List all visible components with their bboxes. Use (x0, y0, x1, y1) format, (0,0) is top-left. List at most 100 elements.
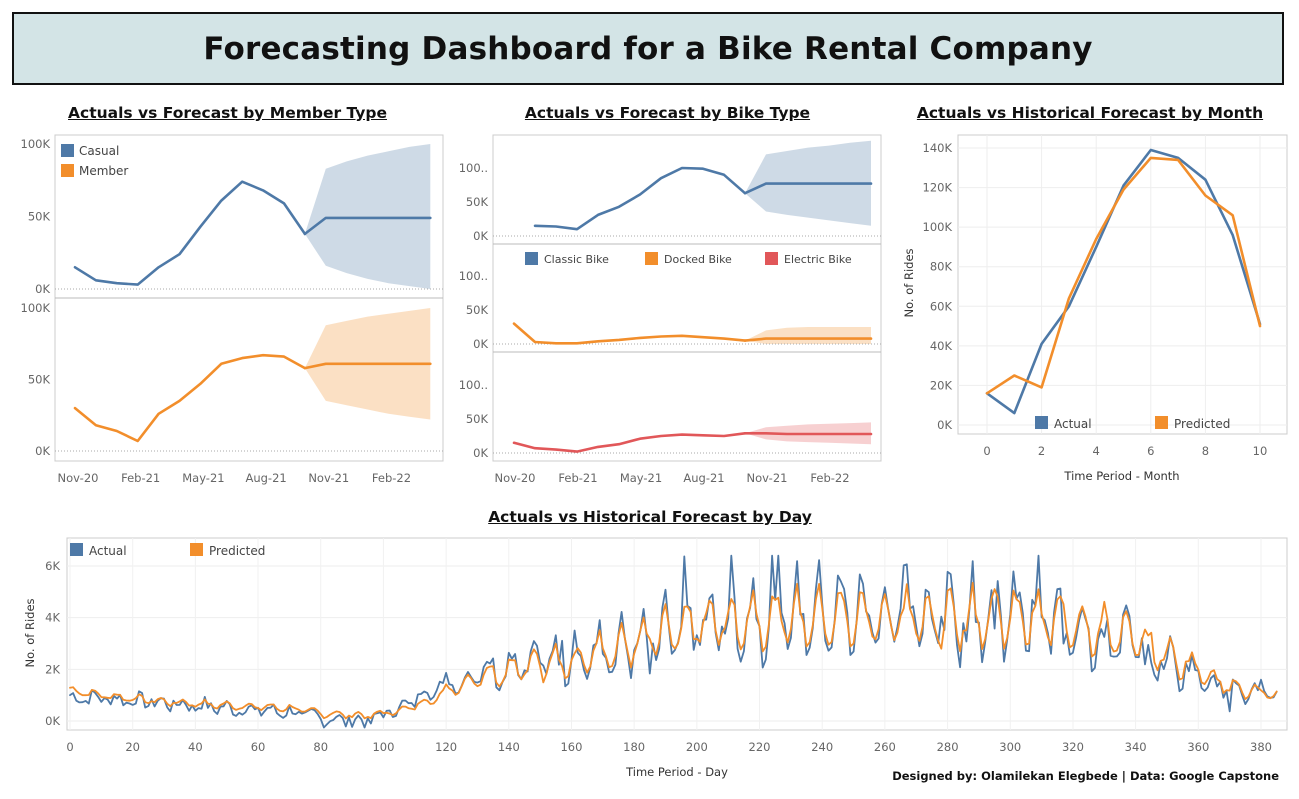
day-x-tick-label: 60 (251, 740, 266, 754)
month-actual-line (985, 148, 1262, 415)
day-x-tick-label: 240 (811, 740, 833, 754)
month-y-tick-label: 40K (930, 339, 953, 353)
bike-legend-label: Classic Bike (544, 253, 609, 266)
member-member-y-tick-label: 0K (35, 444, 50, 458)
member-casual-actual-line (73, 180, 307, 286)
bike-x-tick-label: Nov-21 (747, 471, 788, 485)
month-x-tick-label: 4 (1093, 444, 1100, 458)
day-x-tick-label: 120 (435, 740, 457, 754)
month-x-tick-label: 6 (1147, 444, 1154, 458)
day-x-tick-label: 340 (1125, 740, 1147, 754)
day-x-tick-label: 140 (498, 740, 520, 754)
bike-docked-forecast-line (743, 337, 873, 342)
day-x-tick-label: 100 (372, 740, 394, 754)
day-x-tick-label: 260 (874, 740, 896, 754)
member-x-tick-label: Nov-20 (58, 471, 99, 485)
month-legend-label: Predicted (1174, 417, 1230, 431)
bike-electric-y-tick-label: 50K (466, 412, 489, 426)
month-chart-frame (957, 134, 1288, 435)
day-x-tick-label: 360 (1187, 740, 1209, 754)
month-legend-swatch (1035, 416, 1048, 429)
month-x-tick-label: 0 (983, 444, 990, 458)
bike-x-tick-label: Aug-21 (683, 471, 724, 485)
bike-electric-y-tick-label: 0K (473, 446, 488, 460)
day-x-tick-label: 220 (749, 740, 771, 754)
bike-classic-y-tick-label: 50K (466, 195, 489, 209)
member-legend-swatch (61, 164, 74, 177)
day-x-tick-label: 320 (1062, 740, 1084, 754)
member-member-actual-line (73, 353, 307, 443)
bike-x-tick-label: Feb-22 (810, 471, 849, 485)
member-x-tick-label: May-21 (182, 471, 224, 485)
bike-classic-forecast-line (743, 182, 873, 195)
day-x-tick-label: 0 (66, 740, 73, 754)
day-x-tick-label: 160 (560, 740, 582, 754)
bike-docked-actual-line (512, 322, 747, 345)
day-y-tick-label: 0K (45, 714, 60, 728)
bike-chart-title: Actuals vs Forecast by Bike Type (524, 104, 811, 122)
member-chart-title: Actuals vs Forecast by Member Type (68, 104, 387, 122)
day-chart-frame (66, 537, 1288, 731)
bike-legend-swatch (765, 252, 778, 265)
day-actual-line (69, 554, 1278, 729)
bike-docked-y-tick-label: 0K (473, 337, 488, 351)
month-predicted-line (985, 156, 1262, 395)
dashboard-header: Forecasting Dashboard for a Bike Rental … (12, 12, 1284, 85)
day-y-tick-label: 2K (45, 662, 60, 676)
member-x-tick-label: Feb-22 (372, 471, 411, 485)
day-legend-swatch (70, 543, 83, 556)
day-x-tick-label: 380 (1250, 740, 1272, 754)
day-x-tick-label: 180 (623, 740, 645, 754)
month-y-tick-label: 0K (937, 418, 952, 432)
bike-classic-y-tick-label: 0K (473, 229, 488, 243)
day-legend-label: Actual (89, 544, 127, 558)
bike-classic-actual-line (533, 166, 747, 231)
member-legend-label: Casual (79, 144, 119, 158)
member-casual-y-tick-label: 0K (35, 282, 50, 296)
day-y-tick-label: 4K (45, 611, 60, 625)
month-legend-label: Actual (1054, 417, 1092, 431)
credit-text: Designed by: Olamilekan Elegbede | Data:… (892, 769, 1279, 783)
member-casual-y-tick-label: 100K (21, 137, 51, 151)
member-member-y-tick-label: 50K (28, 373, 51, 387)
bike-electric-forecast-line (743, 431, 873, 436)
bike-legend-label: Docked Bike (664, 253, 732, 266)
month-y-tick-label: 120K (923, 181, 953, 195)
bike-x-tick-label: Nov-20 (495, 471, 536, 485)
member-x-tick-label: Aug-21 (245, 471, 286, 485)
day-predicted-line (69, 581, 1278, 720)
month-x-axis-label: Time Period - Month (1063, 469, 1179, 483)
month-y-tick-label: 140K (923, 141, 953, 155)
member-member-forecast-line (303, 362, 432, 370)
day-x-axis-label: Time Period - Day (625, 765, 728, 779)
day-x-tick-label: 300 (999, 740, 1021, 754)
member-x-tick-label: Feb-21 (121, 471, 160, 485)
bike-legend-swatch (525, 252, 538, 265)
member-member-y-tick-label: 100K (21, 301, 51, 315)
day-y-tick-label: 6K (45, 559, 60, 573)
bike-legend-swatch (645, 252, 658, 265)
member-x-tick-label: Nov-21 (308, 471, 349, 485)
bike-legend-label: Electric Bike (784, 253, 852, 266)
member-casual-forecast-line (303, 216, 432, 236)
day-x-tick-label: 20 (125, 740, 140, 754)
month-x-tick-label: 8 (1202, 444, 1209, 458)
bike-classic-y-tick-label: 100.. (459, 161, 488, 175)
day-x-tick-label: 80 (313, 740, 328, 754)
month-y-tick-label: 80K (930, 260, 953, 274)
bike-electric-y-tick-label: 100.. (459, 378, 488, 392)
member-legend-swatch (61, 144, 74, 157)
month-y-tick-label: 20K (930, 378, 953, 392)
member-legend-label: Member (79, 164, 128, 178)
month-chart-title: Actuals vs Historical Forecast by Month (916, 104, 1264, 122)
month-y-tick-label: 60K (930, 299, 953, 313)
member-casual-y-tick-label: 50K (28, 210, 51, 224)
month-x-tick-label: 2 (1038, 444, 1045, 458)
bike-x-tick-label: May-21 (620, 471, 662, 485)
day-x-tick-label: 40 (188, 740, 203, 754)
day-chart-title: Actuals vs Historical Forecast by Day (488, 508, 812, 526)
bike-x-tick-label: Feb-21 (558, 471, 597, 485)
bike-chart-frame (492, 134, 882, 462)
month-x-tick-label: 10 (1253, 444, 1268, 458)
